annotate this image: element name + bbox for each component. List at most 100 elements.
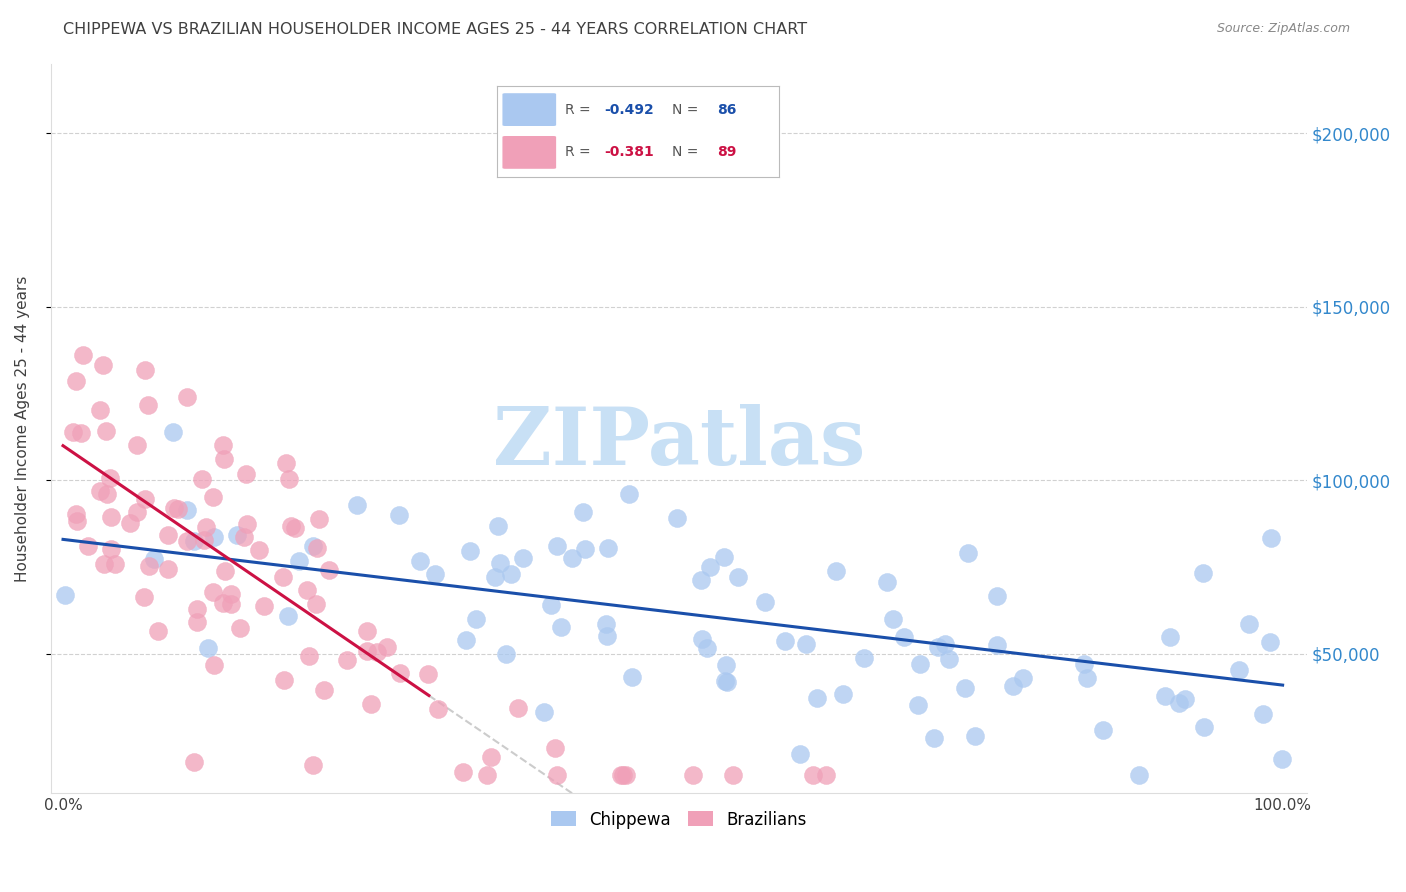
Point <box>546 768 568 782</box>
Point <box>699 560 721 574</box>
Point <box>831 687 853 701</box>
Point <box>202 490 225 504</box>
Point <box>72 348 94 362</box>
Point <box>295 582 318 597</box>
Point <box>277 609 299 624</box>
Point <box>288 554 311 568</box>
Point <box>620 670 643 684</box>
Point <box>236 516 259 531</box>
Point <box>806 691 828 706</box>
Point <box>963 729 986 743</box>
Point <box>754 595 776 609</box>
Point <box>1159 630 1181 644</box>
Point <box>277 472 299 486</box>
Point <box>696 640 718 655</box>
Point <box>96 487 118 501</box>
Point <box>183 534 205 549</box>
Point <box>550 620 572 634</box>
Point <box>62 425 84 439</box>
Point <box>65 374 87 388</box>
Point <box>193 533 215 547</box>
Point <box>66 514 89 528</box>
Point <box>546 539 568 553</box>
Point <box>508 701 530 715</box>
Point <box>454 632 477 647</box>
Point <box>305 597 328 611</box>
Point <box>427 702 450 716</box>
Point <box>489 556 512 570</box>
Point <box>540 599 562 613</box>
Point <box>219 597 242 611</box>
Point <box>723 768 745 782</box>
Point <box>186 615 208 630</box>
Point <box>922 731 945 745</box>
Text: ZIPatlas: ZIPatlas <box>492 404 865 482</box>
Point <box>104 558 127 572</box>
Point <box>893 630 915 644</box>
Point <box>773 634 796 648</box>
Point <box>479 750 502 764</box>
Point <box>574 541 596 556</box>
Point <box>98 470 121 484</box>
Point <box>533 705 555 719</box>
Point <box>186 601 208 615</box>
Point <box>614 768 637 782</box>
Point <box>595 629 617 643</box>
Point <box>163 500 186 515</box>
Point <box>682 768 704 782</box>
Point <box>908 657 931 671</box>
Point <box>197 640 219 655</box>
Point <box>214 452 236 467</box>
Point <box>727 570 749 584</box>
Point <box>301 539 323 553</box>
Point <box>176 390 198 404</box>
Point <box>986 589 1008 603</box>
Point <box>360 697 382 711</box>
Legend: Chippewa, Brazilians: Chippewa, Brazilians <box>544 804 813 835</box>
Point <box>1012 671 1035 685</box>
Point <box>100 509 122 524</box>
Point <box>1174 691 1197 706</box>
Point <box>134 363 156 377</box>
Point <box>356 624 378 638</box>
Point <box>1092 723 1115 737</box>
Point <box>247 542 270 557</box>
Point <box>302 758 325 772</box>
Point <box>162 425 184 440</box>
Point <box>1154 689 1177 703</box>
Point <box>136 398 159 412</box>
Point <box>464 612 486 626</box>
Point <box>596 541 619 556</box>
Point <box>143 551 166 566</box>
Point <box>714 673 737 688</box>
Point <box>356 644 378 658</box>
Point <box>346 498 368 512</box>
Point <box>214 564 236 578</box>
Point <box>176 534 198 549</box>
Point <box>1076 671 1098 685</box>
Point <box>1260 531 1282 545</box>
Point <box>229 620 252 634</box>
Point <box>409 554 432 568</box>
Point <box>157 562 180 576</box>
Point <box>512 550 534 565</box>
Point <box>852 651 875 665</box>
Point <box>100 541 122 556</box>
Point <box>1191 566 1213 581</box>
Point <box>318 563 340 577</box>
Point <box>219 587 242 601</box>
Point <box>176 503 198 517</box>
Text: CHIPPEWA VS BRAZILIAN HOUSEHOLDER INCOME AGES 25 - 44 YEARS CORRELATION CHART: CHIPPEWA VS BRAZILIAN HOUSEHOLDER INCOME… <box>63 22 807 37</box>
Y-axis label: Householder Income Ages 25 - 44 years: Householder Income Ages 25 - 44 years <box>15 275 30 582</box>
Point <box>226 528 249 542</box>
Point <box>166 501 188 516</box>
Point <box>276 456 298 470</box>
Point <box>253 599 276 614</box>
Point <box>70 425 93 440</box>
Point <box>211 596 233 610</box>
Point <box>486 519 509 533</box>
Point <box>183 755 205 769</box>
Point <box>619 487 641 501</box>
Point <box>76 539 98 553</box>
Point <box>375 640 398 654</box>
